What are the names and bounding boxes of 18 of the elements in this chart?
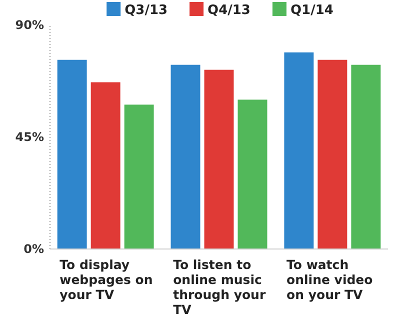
bar: [238, 100, 268, 249]
bar: [351, 64, 381, 249]
legend-label: Q1/14: [290, 3, 334, 18]
x-tick-label: To display webpages on your TV: [60, 257, 153, 302]
y-tick-label: 90%: [15, 18, 44, 32]
y-tick-label: 45%: [15, 130, 44, 144]
y-tick-label: 0%: [24, 242, 44, 256]
bar: [170, 64, 200, 249]
x-tick-label: To listen to online music through your TV: [173, 257, 266, 317]
x-tick-label: To watch online video on your TV: [286, 257, 374, 302]
bar: [57, 60, 87, 249]
bar: [318, 60, 348, 249]
legend-label: Q4/13: [208, 3, 250, 18]
bar: [284, 52, 314, 249]
bar: [204, 70, 234, 249]
legend-label: Q3/13: [124, 3, 168, 18]
bar: [90, 82, 120, 249]
bar: [124, 104, 154, 249]
